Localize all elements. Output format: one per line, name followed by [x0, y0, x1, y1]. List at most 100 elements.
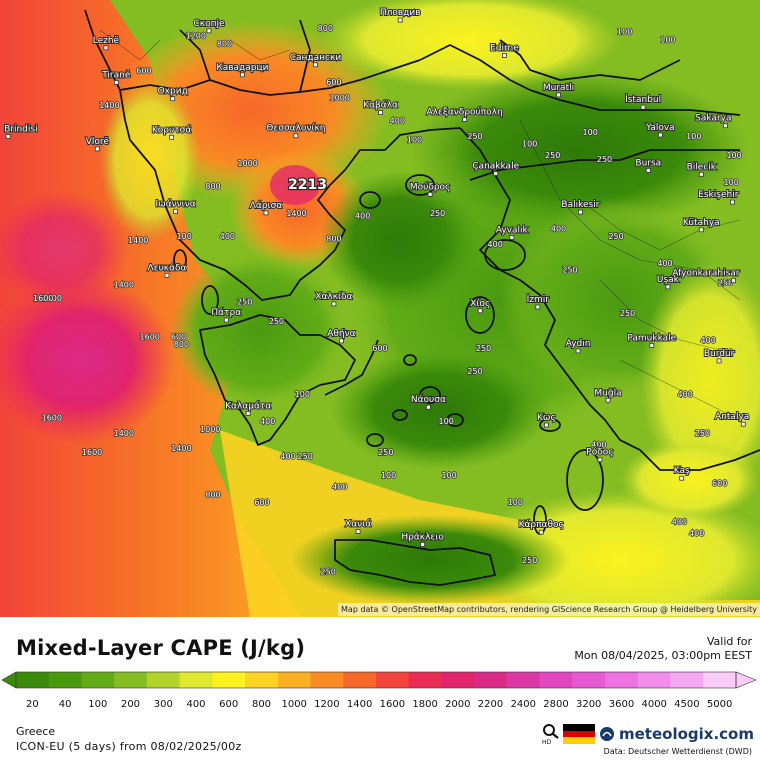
cape-field-peak-core — [270, 165, 320, 205]
city-label: Καβάλα — [363, 101, 398, 111]
city-label: Χίος — [470, 299, 490, 309]
cape-value-label: 250 — [718, 278, 733, 287]
cape-value-label: 100 — [295, 390, 310, 399]
city-marker — [723, 123, 728, 129]
map-title: Mixed-Layer CAPE (J/kg) — [16, 636, 306, 660]
city-label: İzmir — [527, 294, 550, 305]
city-marker — [716, 358, 722, 364]
cape-value-label: 1200 — [186, 32, 206, 41]
city-label: Pamukkale — [627, 334, 676, 344]
scale-label: 1800 — [412, 699, 437, 710]
city-marker — [313, 62, 318, 68]
scale-outline — [15, 671, 737, 689]
cape-value-label: 250 — [620, 309, 635, 318]
city-label: Bilecik — [687, 162, 717, 172]
cape-field-pink-core — [0, 275, 175, 445]
city-label: Μούδρος — [410, 181, 451, 192]
scale-label: 300 — [154, 699, 173, 710]
cape-value-label: 250 — [597, 155, 612, 164]
city-marker — [223, 317, 229, 323]
city-marker — [173, 208, 179, 214]
city-label: Сандански — [290, 53, 342, 63]
city-marker — [94, 146, 100, 152]
scale-swatch — [670, 672, 704, 688]
scale-label: 40 — [59, 699, 72, 710]
cape-value-label: 1600 — [33, 294, 53, 303]
city-marker — [544, 422, 549, 428]
city-marker — [509, 235, 515, 240]
city-marker — [501, 53, 507, 58]
city-marker — [239, 72, 245, 78]
region-label: Greece — [16, 725, 56, 738]
city-marker — [730, 199, 735, 205]
cape-value-label: 1600 — [82, 448, 102, 457]
search-hd-icon: HD — [542, 724, 559, 745]
peak-value-label: 2213 — [288, 177, 327, 193]
city-label: Пловдив — [380, 8, 421, 18]
cape-value-labels: 800 1001001400140014001400160016001600160… — [32, 23, 742, 577]
cape-value-label: 400 — [657, 259, 672, 268]
city-label: Balıkesir — [561, 200, 599, 210]
city-label: Кавадарци — [216, 63, 268, 73]
city-label: Uşak — [657, 275, 680, 285]
city-label: Brindisi — [4, 125, 37, 135]
cape-value-label: 400 — [678, 390, 693, 399]
scale-swatch — [212, 672, 246, 688]
scale-swatch — [343, 672, 377, 688]
scale-label: 4000 — [641, 699, 666, 710]
cape-value-label: 600 — [326, 78, 341, 87]
cape-value-label: 400 — [672, 517, 687, 526]
city-marker — [331, 301, 337, 307]
city-label: Πάτρα — [211, 308, 241, 318]
brand-logo[interactable]: HD meteologix.com — [542, 722, 754, 746]
cape-value-label: 1400 — [114, 281, 134, 290]
city-label: Χανιά — [345, 519, 371, 529]
cape-value-label: 250 — [430, 209, 445, 218]
scale-label: 400 — [186, 699, 205, 710]
city-label: Κορυτσά — [152, 125, 191, 135]
city-marker — [113, 80, 119, 85]
scale-swatch — [474, 672, 508, 688]
cape-value-label: 250 — [695, 429, 710, 438]
scale-label: 2800 — [543, 699, 568, 710]
cape-value-label: 600 — [171, 332, 186, 341]
city-marker — [477, 308, 483, 314]
cape-value-label: 1000 — [330, 93, 350, 102]
scale-label: 4500 — [674, 699, 699, 710]
map-attribution[interactable]: Map data © OpenStreetMap contributors, r… — [338, 603, 760, 616]
region-borders — [99, 29, 741, 421]
city-label: İstanbul — [625, 94, 661, 105]
city-marker — [597, 457, 603, 463]
city-marker — [263, 210, 269, 216]
scale-swatch — [408, 672, 442, 688]
city-label: Αλεξανδρούπολη — [426, 107, 502, 118]
scale-label: 2400 — [511, 699, 536, 710]
cape-value-label: 250 — [718, 348, 733, 357]
city-marker — [731, 278, 736, 284]
city-label: Sakarya — [695, 114, 731, 124]
cape-field-east-yellow — [640, 260, 760, 500]
cape-value-label: 100 — [686, 132, 701, 141]
cape-map[interactable]: 800 100 100 1400 1400 1400 1400 1600 1600 1600 160… — [0, 0, 760, 617]
brand-name: meteologix.com — [619, 725, 754, 743]
city-label: Ιωάννινα — [156, 199, 196, 209]
city-marker — [640, 104, 646, 110]
city-marker — [462, 117, 468, 122]
scale-label: 800 — [252, 699, 271, 710]
cape-value-label: 100 — [726, 151, 741, 160]
cape-value-label: 800 — [205, 182, 220, 191]
cape-value-label: 400 — [551, 224, 566, 233]
cape-value-label: 100 — [439, 417, 454, 426]
cape-value-label: 250 — [522, 556, 537, 565]
scale-swatch — [637, 672, 671, 688]
city-label: Kaş — [674, 466, 690, 476]
city-marker — [293, 133, 299, 139]
city-label: Kütahya — [683, 218, 720, 228]
city-label: Λάρισα — [250, 201, 283, 211]
cape-value-label: 100 — [381, 471, 396, 480]
cape-value-label: 250 — [298, 452, 313, 461]
city-label: Lezhë — [93, 36, 120, 46]
city-marker — [420, 542, 426, 547]
scale-label: 5000 — [707, 699, 732, 710]
scale-swatch — [572, 672, 606, 688]
